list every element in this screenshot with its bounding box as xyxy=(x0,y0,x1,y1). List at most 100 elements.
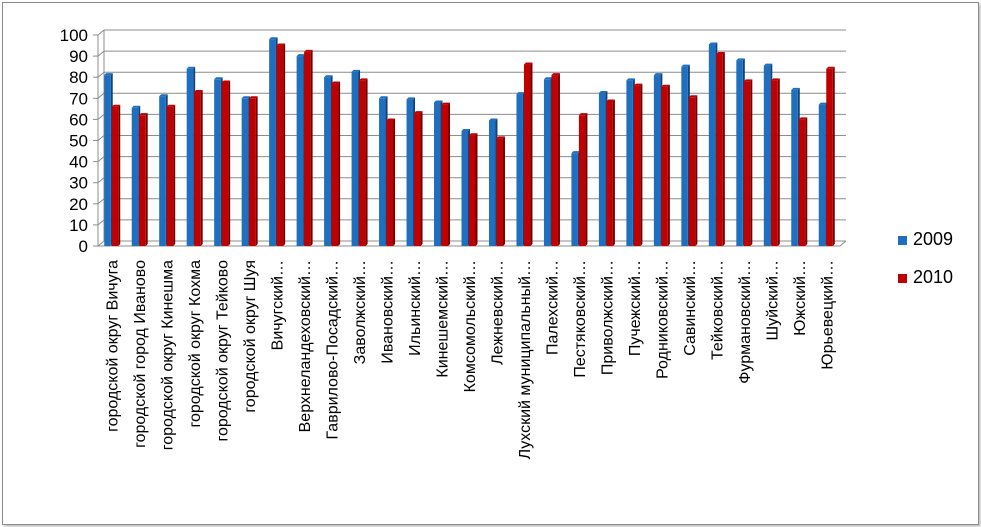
bar-2010 xyxy=(249,98,256,246)
bar-side-2010 xyxy=(145,113,148,247)
legend-swatch-2009 xyxy=(898,236,907,245)
bar-side-2010 xyxy=(805,117,808,247)
bar-top-2009 xyxy=(763,63,773,66)
bar-2010 xyxy=(716,53,723,246)
bar-2009 xyxy=(159,96,166,246)
bar-2010 xyxy=(523,64,531,246)
y-tick-label: 40 xyxy=(69,153,88,172)
gridline-side xyxy=(97,29,105,36)
legend-swatch-2010 xyxy=(898,274,907,283)
legend-label: 2010 xyxy=(913,267,953,287)
y-tick-label: 0 xyxy=(79,237,88,256)
bar-2009 xyxy=(681,66,688,247)
bar-side-2010 xyxy=(667,84,670,246)
bar-top-2010 xyxy=(661,84,670,87)
bar-side-2010 xyxy=(585,113,588,247)
x-category-label: городской округ Кинешма xyxy=(160,260,177,450)
bar-2009 xyxy=(379,98,386,246)
bar-2009 xyxy=(598,93,606,247)
bar-2009 xyxy=(736,60,743,246)
bar-side-2010 xyxy=(832,66,835,246)
bar-2009 xyxy=(104,75,111,246)
bar-2009 xyxy=(434,102,441,247)
bar-side-2010 xyxy=(420,111,423,246)
bar-2010 xyxy=(414,113,421,246)
x-category-label: Приволжский… xyxy=(599,260,616,375)
bar-top-2010 xyxy=(716,51,725,54)
bar-2010 xyxy=(551,75,558,246)
bar-top-2009 xyxy=(818,102,828,105)
bar-2010 xyxy=(798,119,806,246)
bar-side-2010 xyxy=(118,104,121,247)
y-tick-label: 50 xyxy=(69,132,88,151)
bar-side-2010 xyxy=(200,89,203,246)
bar-2009 xyxy=(791,89,798,246)
bar-2010 xyxy=(606,101,613,246)
bar-2009 xyxy=(626,80,633,247)
bar-top-2010 xyxy=(386,118,396,121)
bar-2010 xyxy=(331,83,339,246)
bar-side-2010 xyxy=(310,49,313,246)
bar-top-2009 xyxy=(351,69,361,72)
bar-top-2009 xyxy=(681,64,690,67)
bar-2010 xyxy=(194,91,201,246)
bar-2009 xyxy=(461,131,468,246)
bar-top-2009 xyxy=(653,73,663,76)
bar-side-2010 xyxy=(530,62,533,246)
bar-top-2009 xyxy=(736,58,745,61)
x-category-label: городской округ Вичуга xyxy=(105,260,122,432)
bar-2010 xyxy=(139,115,146,247)
bar-2009 xyxy=(488,120,496,246)
bar-2009 xyxy=(324,77,331,246)
gridline-side xyxy=(97,240,105,247)
x-category-label: Лухский муниципальный… xyxy=(517,260,534,459)
bar-top-2010 xyxy=(194,89,203,92)
bar-2010 xyxy=(496,138,503,246)
gridline-side xyxy=(97,114,105,120)
bar-side-2010 xyxy=(777,78,780,247)
bar-top-2010 xyxy=(359,78,368,81)
bar-2010 xyxy=(661,86,668,246)
x-category-label: Тейковский… xyxy=(709,260,726,360)
bar-2009 xyxy=(571,153,578,246)
bar-2010 xyxy=(469,135,476,246)
bar-side-2010 xyxy=(255,96,258,246)
x-category-label: городской округ Шуя xyxy=(242,260,259,413)
bar-top-2010 xyxy=(414,111,423,114)
bar-top-2010 xyxy=(249,96,258,99)
bar-top-2010 xyxy=(633,83,643,86)
x-category-label: Шуйский… xyxy=(764,260,781,340)
bar-top-2009 xyxy=(214,77,223,80)
bar-2009 xyxy=(406,99,414,246)
bar-top-2009 xyxy=(131,105,141,108)
x-category-label: Гаврилово-Посадский… xyxy=(325,260,342,439)
x-category-label: Савинский… xyxy=(682,260,699,356)
gridline-side xyxy=(97,135,105,141)
bar-2009 xyxy=(763,65,771,246)
bar-top-2010 xyxy=(331,81,341,84)
bar-top-2009 xyxy=(159,94,168,97)
bar-top-2009 xyxy=(488,118,498,121)
bar-2009 xyxy=(131,107,139,246)
bar-2010 xyxy=(688,97,696,247)
bar-side-2010 xyxy=(448,102,451,246)
x-category-label: Фурмановский… xyxy=(737,260,754,384)
bar-top-2009 xyxy=(434,100,443,103)
bar-2010 xyxy=(359,80,366,247)
x-category-label: Палехский… xyxy=(544,260,561,355)
bar-2009 xyxy=(543,79,551,246)
gridline-side xyxy=(97,92,105,99)
bar-2010 xyxy=(386,120,394,246)
bar-top-2010 xyxy=(469,133,478,136)
bar-top-2010 xyxy=(166,104,176,107)
bar-2010 xyxy=(633,85,641,246)
bar-2009 xyxy=(653,75,661,246)
bar-top-2010 xyxy=(441,102,451,105)
gridline-side xyxy=(97,50,105,57)
bars xyxy=(104,37,835,247)
x-category-label: Родниковский… xyxy=(654,260,671,379)
bar-side-2010 xyxy=(393,118,396,246)
y-tick-label: 10 xyxy=(69,216,88,235)
bar-2009 xyxy=(708,44,716,247)
gridline-side xyxy=(97,219,105,226)
